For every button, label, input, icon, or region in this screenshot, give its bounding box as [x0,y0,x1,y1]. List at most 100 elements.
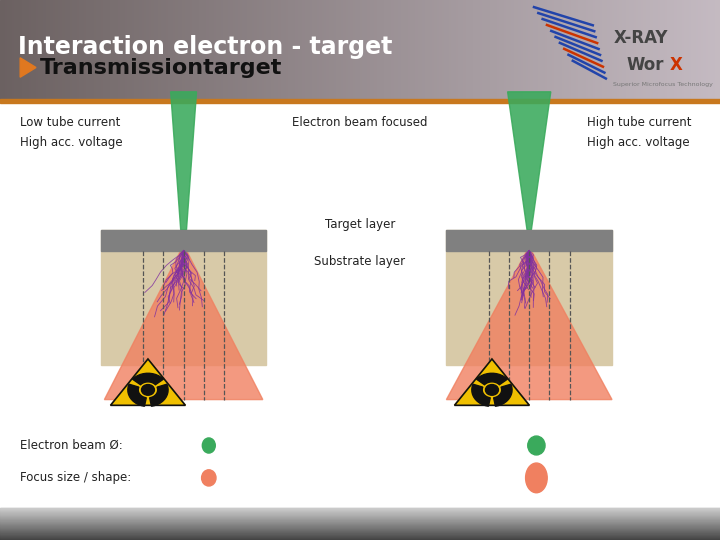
Bar [648,0,650,100]
Bar [0,522,720,523]
Ellipse shape [528,436,545,455]
Bar [449,0,451,100]
Bar [108,0,110,100]
Bar [706,0,708,100]
Bar [0,530,720,531]
Bar [653,0,655,100]
Bar [0,513,720,514]
Bar [0,521,720,522]
Bar [0,511,720,512]
Bar [360,0,362,100]
Bar [0,527,720,528]
Text: High acc. voltage: High acc. voltage [587,136,690,149]
Bar [214,0,216,100]
Bar [12,0,14,100]
Text: High acc. voltage: High acc. voltage [20,136,123,149]
Polygon shape [508,92,551,230]
Bar [418,0,420,100]
Bar [300,0,302,100]
Bar [261,0,264,100]
Bar [434,0,437,100]
Bar [346,0,348,100]
Bar [218,0,221,100]
Text: Electron beam Ø:: Electron beam Ø: [20,439,123,452]
Bar [713,0,715,100]
Bar [362,0,365,100]
Bar [540,0,542,100]
Bar [495,0,497,100]
Bar [305,0,307,100]
Bar [0,100,720,508]
Text: Superior Microfocus Technology: Superior Microfocus Technology [613,83,714,87]
Ellipse shape [485,384,498,395]
Bar [269,0,271,100]
Bar [487,0,490,100]
Bar [279,0,281,100]
Bar [509,0,511,100]
Bar [461,0,463,100]
Bar [0,535,720,536]
Bar [581,0,583,100]
Polygon shape [104,251,263,400]
Bar [394,0,396,100]
Bar [614,0,617,100]
Bar [377,0,379,100]
Bar [513,0,516,100]
Bar [24,0,27,100]
Bar [338,0,341,100]
Bar [698,0,701,100]
Bar [473,0,475,100]
Bar [667,0,670,100]
Bar [626,0,629,100]
Bar [535,0,538,100]
Bar [358,0,360,100]
Bar [310,0,312,100]
Bar [14,0,17,100]
Bar [634,0,636,100]
Bar [595,0,598,100]
Bar [151,0,153,100]
Bar [677,0,679,100]
Bar [259,0,261,100]
Bar [485,0,487,100]
Bar [0,533,720,534]
Bar [348,0,351,100]
Bar [559,0,562,100]
Bar [149,0,151,100]
Bar [605,0,607,100]
Bar [65,0,67,100]
Bar [67,0,70,100]
Bar [590,0,593,100]
Bar [682,0,684,100]
Bar [567,0,569,100]
Bar [372,0,374,100]
Bar [319,0,322,100]
Bar [549,0,552,100]
Bar [526,0,528,100]
Bar [636,0,639,100]
Bar [333,0,336,100]
Bar [7,0,9,100]
Bar [427,0,430,100]
Text: Transmissiontarget: Transmissiontarget [40,57,282,78]
Bar [662,0,665,100]
Bar [271,0,274,100]
Bar [228,0,230,100]
Text: Electron beam focused: Electron beam focused [292,116,428,129]
Bar [322,0,324,100]
Bar [27,0,29,100]
Text: Low tube current: Low tube current [20,116,120,129]
Bar [0,534,720,535]
Bar [0,514,720,515]
Bar [401,0,403,100]
Bar [36,0,38,100]
Bar [45,0,48,100]
Polygon shape [446,251,612,400]
Bar [523,0,526,100]
Bar [156,0,158,100]
Bar [521,0,523,100]
Bar [621,0,624,100]
Bar [405,0,408,100]
Bar [72,0,74,100]
Bar [715,0,718,100]
